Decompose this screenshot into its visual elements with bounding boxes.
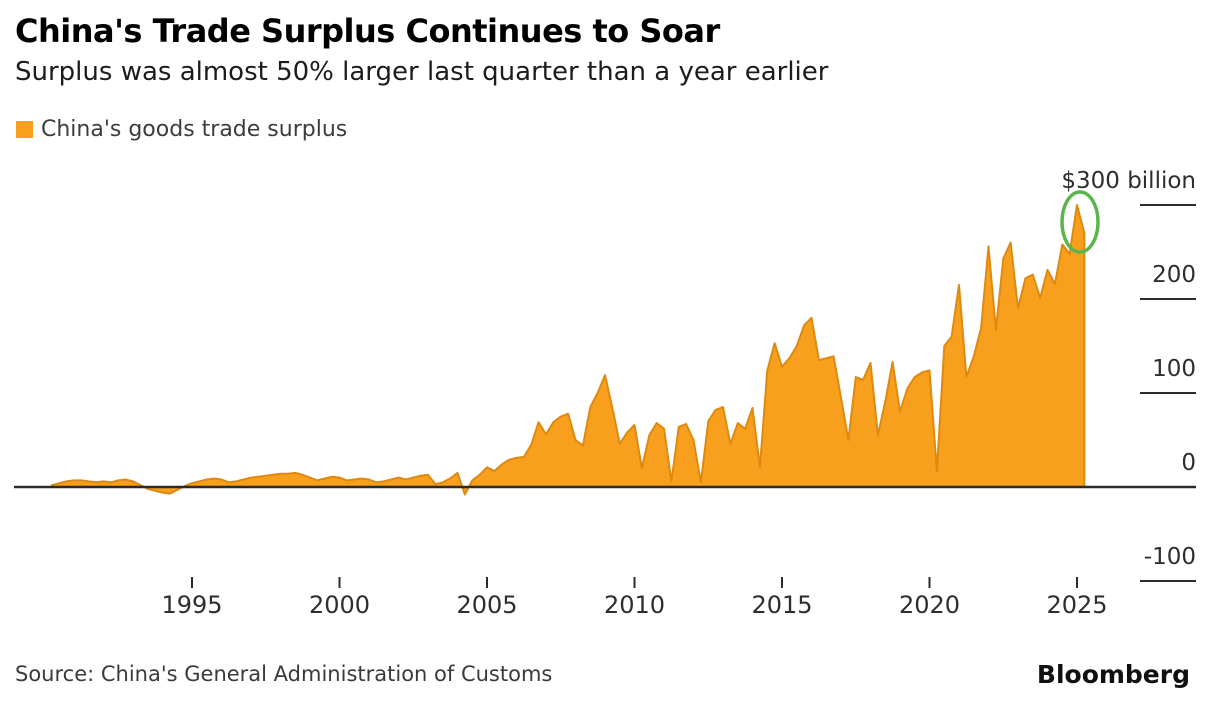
legend-swatch-icon xyxy=(16,121,33,138)
y-axis-label: 100 xyxy=(1152,356,1196,382)
legend: China's goods trade surplus xyxy=(16,117,347,142)
source-note: Source: China's General Administration o… xyxy=(15,662,553,686)
x-axis-label: 2000 xyxy=(309,591,370,619)
y-axis-label: $300 billion xyxy=(1061,168,1196,194)
x-axis-label: 2005 xyxy=(456,591,517,619)
legend-label: China's goods trade surplus xyxy=(41,117,348,142)
x-axis-label: 2020 xyxy=(899,591,960,619)
x-axis-label: 2010 xyxy=(604,591,665,619)
surplus-area-series xyxy=(50,204,1086,496)
x-axis-label: 1995 xyxy=(161,591,222,619)
y-axis-label: 0 xyxy=(1181,450,1196,476)
y-axis-label: -100 xyxy=(1144,544,1196,570)
chart-subtitle: Surplus was almost 50% larger last quart… xyxy=(15,57,829,87)
x-axis-label: 2025 xyxy=(1046,591,1107,619)
y-axis-label: 200 xyxy=(1152,262,1196,288)
highlight-circle-annotation xyxy=(1060,190,1100,254)
bloomberg-logo: Bloomberg xyxy=(1036,660,1190,689)
x-axis-label: 2015 xyxy=(751,591,812,619)
chart-title: China's Trade Surplus Continues to Soar xyxy=(15,12,720,50)
